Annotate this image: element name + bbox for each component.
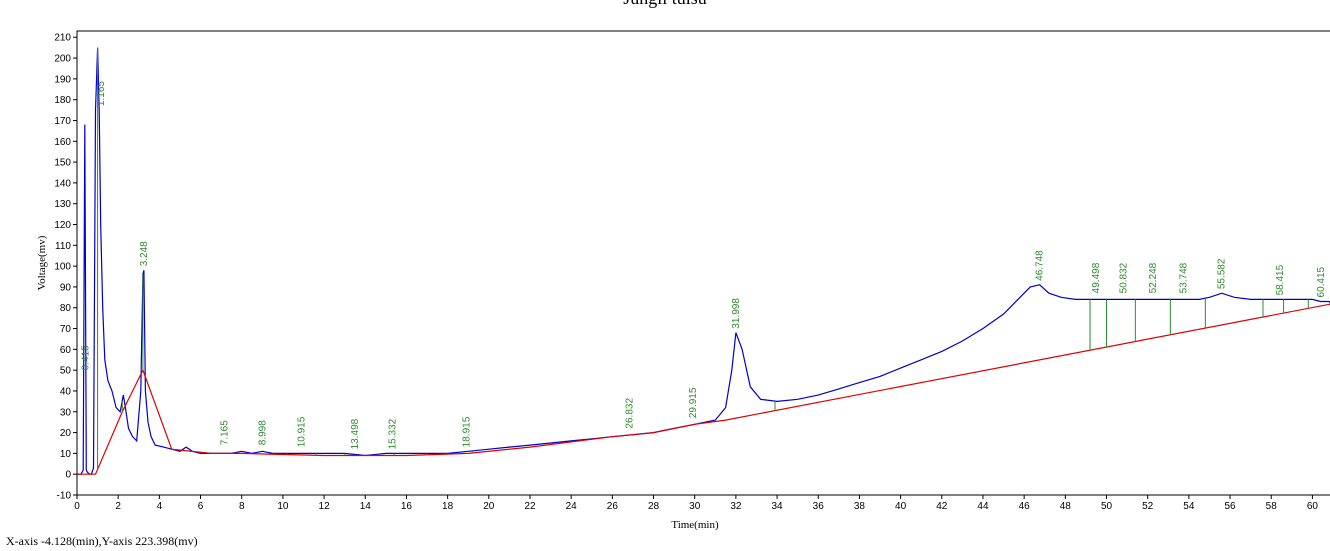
y-tick-label: 180: [54, 95, 71, 106]
plot-frame: [76, 30, 1330, 496]
x-tick-label: 14: [360, 501, 372, 512]
peak-labels: 0.415 1.165 3.248 7.165 8.998 10.915 13.498 15.…: [81, 81, 1327, 450]
peak-label: 31.998: [731, 298, 742, 329]
peak-label: 26.832: [624, 398, 635, 429]
y-tick-label: 0: [65, 470, 71, 481]
y-tick-label: 210: [54, 33, 71, 44]
x-tick-label: 32: [730, 501, 742, 512]
x-tick-label: 34: [772, 501, 784, 512]
x-tick-label: 28: [648, 501, 660, 512]
y-tick-label: 20: [60, 428, 72, 439]
peak-label: 13.498: [350, 418, 361, 449]
peak-label: 8.998: [257, 420, 268, 445]
x-tick-label: 20: [483, 501, 495, 512]
peak-dividers: [97, 47, 1309, 470]
chart-title: Jungli tulsu: [0, 0, 1330, 9]
x-tick-label: 30: [689, 501, 701, 512]
peak-label: 1.165: [96, 81, 107, 106]
baseline-trace: [77, 303, 1330, 475]
y-tick-label: 90: [60, 282, 72, 293]
x-tick-label: 10: [277, 501, 289, 512]
peak-label: 29.915: [688, 387, 699, 418]
peak-label: 53.748: [1179, 262, 1190, 293]
x-tick-label: 8: [239, 501, 245, 512]
x-tick-label: 18: [442, 501, 454, 512]
x-tick-label: 42: [936, 501, 948, 512]
x-tick-label: 60: [1307, 501, 1319, 512]
y-tick-label: 170: [54, 116, 71, 127]
x-tick-label: 0: [74, 501, 80, 512]
x-axis: 0 2 4 6 8 10 12 14 16 18 20 22 24 26 28 30 32 34 36 38 40 42 4…: [74, 495, 1318, 512]
y-tick-label: 150: [54, 158, 71, 169]
y-tick-label: 110: [55, 241, 71, 252]
x-tick-label: 22: [524, 501, 536, 512]
y-tick-label: 200: [54, 54, 71, 65]
peak-label: 49.498: [1091, 262, 1102, 293]
peak-label: 15.332: [388, 418, 399, 449]
x-tick-label: 58: [1266, 501, 1278, 512]
x-tick-label: 26: [607, 501, 619, 512]
x-tick-label: 38: [854, 501, 866, 512]
peak-label: 55.582: [1216, 258, 1227, 289]
y-axis: -10 0 10 20 30 40 50 60 70 80 90 100 110 120 130 140 150…: [54, 33, 77, 502]
x-tick-label: 2: [115, 501, 121, 512]
y-tick-label: 190: [54, 74, 71, 85]
y-tick-label: 10: [60, 449, 72, 460]
x-tick-label: 24: [566, 501, 578, 512]
y-tick-label: 160: [54, 137, 71, 148]
signal-trace: [77, 47, 1330, 475]
x-tick-label: 6: [198, 501, 204, 512]
y-tick-label: 100: [54, 262, 71, 273]
cursor-status: X-axis -4.128(min),Y-axis 223.398(mv): [6, 534, 198, 548]
x-tick-label: 36: [813, 501, 825, 512]
x-tick-label: 52: [1142, 501, 1154, 512]
y-tick-label: -10: [57, 491, 72, 502]
y-tick-label: 140: [54, 178, 71, 189]
x-tick-label: 16: [401, 501, 413, 512]
y-tick-label: 130: [54, 199, 71, 210]
y-tick-label: 30: [60, 407, 72, 418]
y-tick-label: 70: [60, 324, 72, 335]
y-tick-label: 40: [60, 386, 72, 397]
x-tick-label: 50: [1101, 501, 1113, 512]
peak-label: 60.415: [1316, 266, 1327, 297]
peak-label: 0.415: [81, 345, 92, 370]
y-axis-label: Voltage(mv): [36, 235, 48, 290]
peak-label: 10.915: [297, 416, 308, 447]
y-tick-label: 60: [60, 345, 72, 356]
x-tick-label: 56: [1224, 501, 1236, 512]
peak-label: 58.415: [1275, 264, 1286, 295]
x-tick-label: 12: [319, 501, 331, 512]
y-tick-label: 50: [60, 366, 72, 377]
peak-label: 52.248: [1148, 262, 1159, 293]
y-tick-label: 80: [60, 303, 72, 314]
peak-label: 18.915: [461, 416, 472, 447]
x-tick-label: 44: [977, 501, 989, 512]
series-group: [77, 47, 1330, 475]
peak-label: 50.832: [1119, 262, 1130, 293]
x-tick-label: 54: [1183, 501, 1195, 512]
peak-label: 7.165: [220, 420, 231, 445]
peak-label: 46.748: [1035, 250, 1046, 281]
x-tick-label: 40: [895, 501, 907, 512]
x-tick-label: 4: [157, 501, 163, 512]
x-tick-label: 46: [1019, 501, 1031, 512]
x-tick-label: 48: [1060, 501, 1072, 512]
y-tick-label: 120: [54, 220, 71, 231]
chromatogram-chart[interactable]: -100102030405060708090100110120130140150…: [0, 0, 1330, 532]
peak-label: 3.248: [139, 241, 150, 266]
x-axis-label: Time(min): [671, 519, 719, 531]
